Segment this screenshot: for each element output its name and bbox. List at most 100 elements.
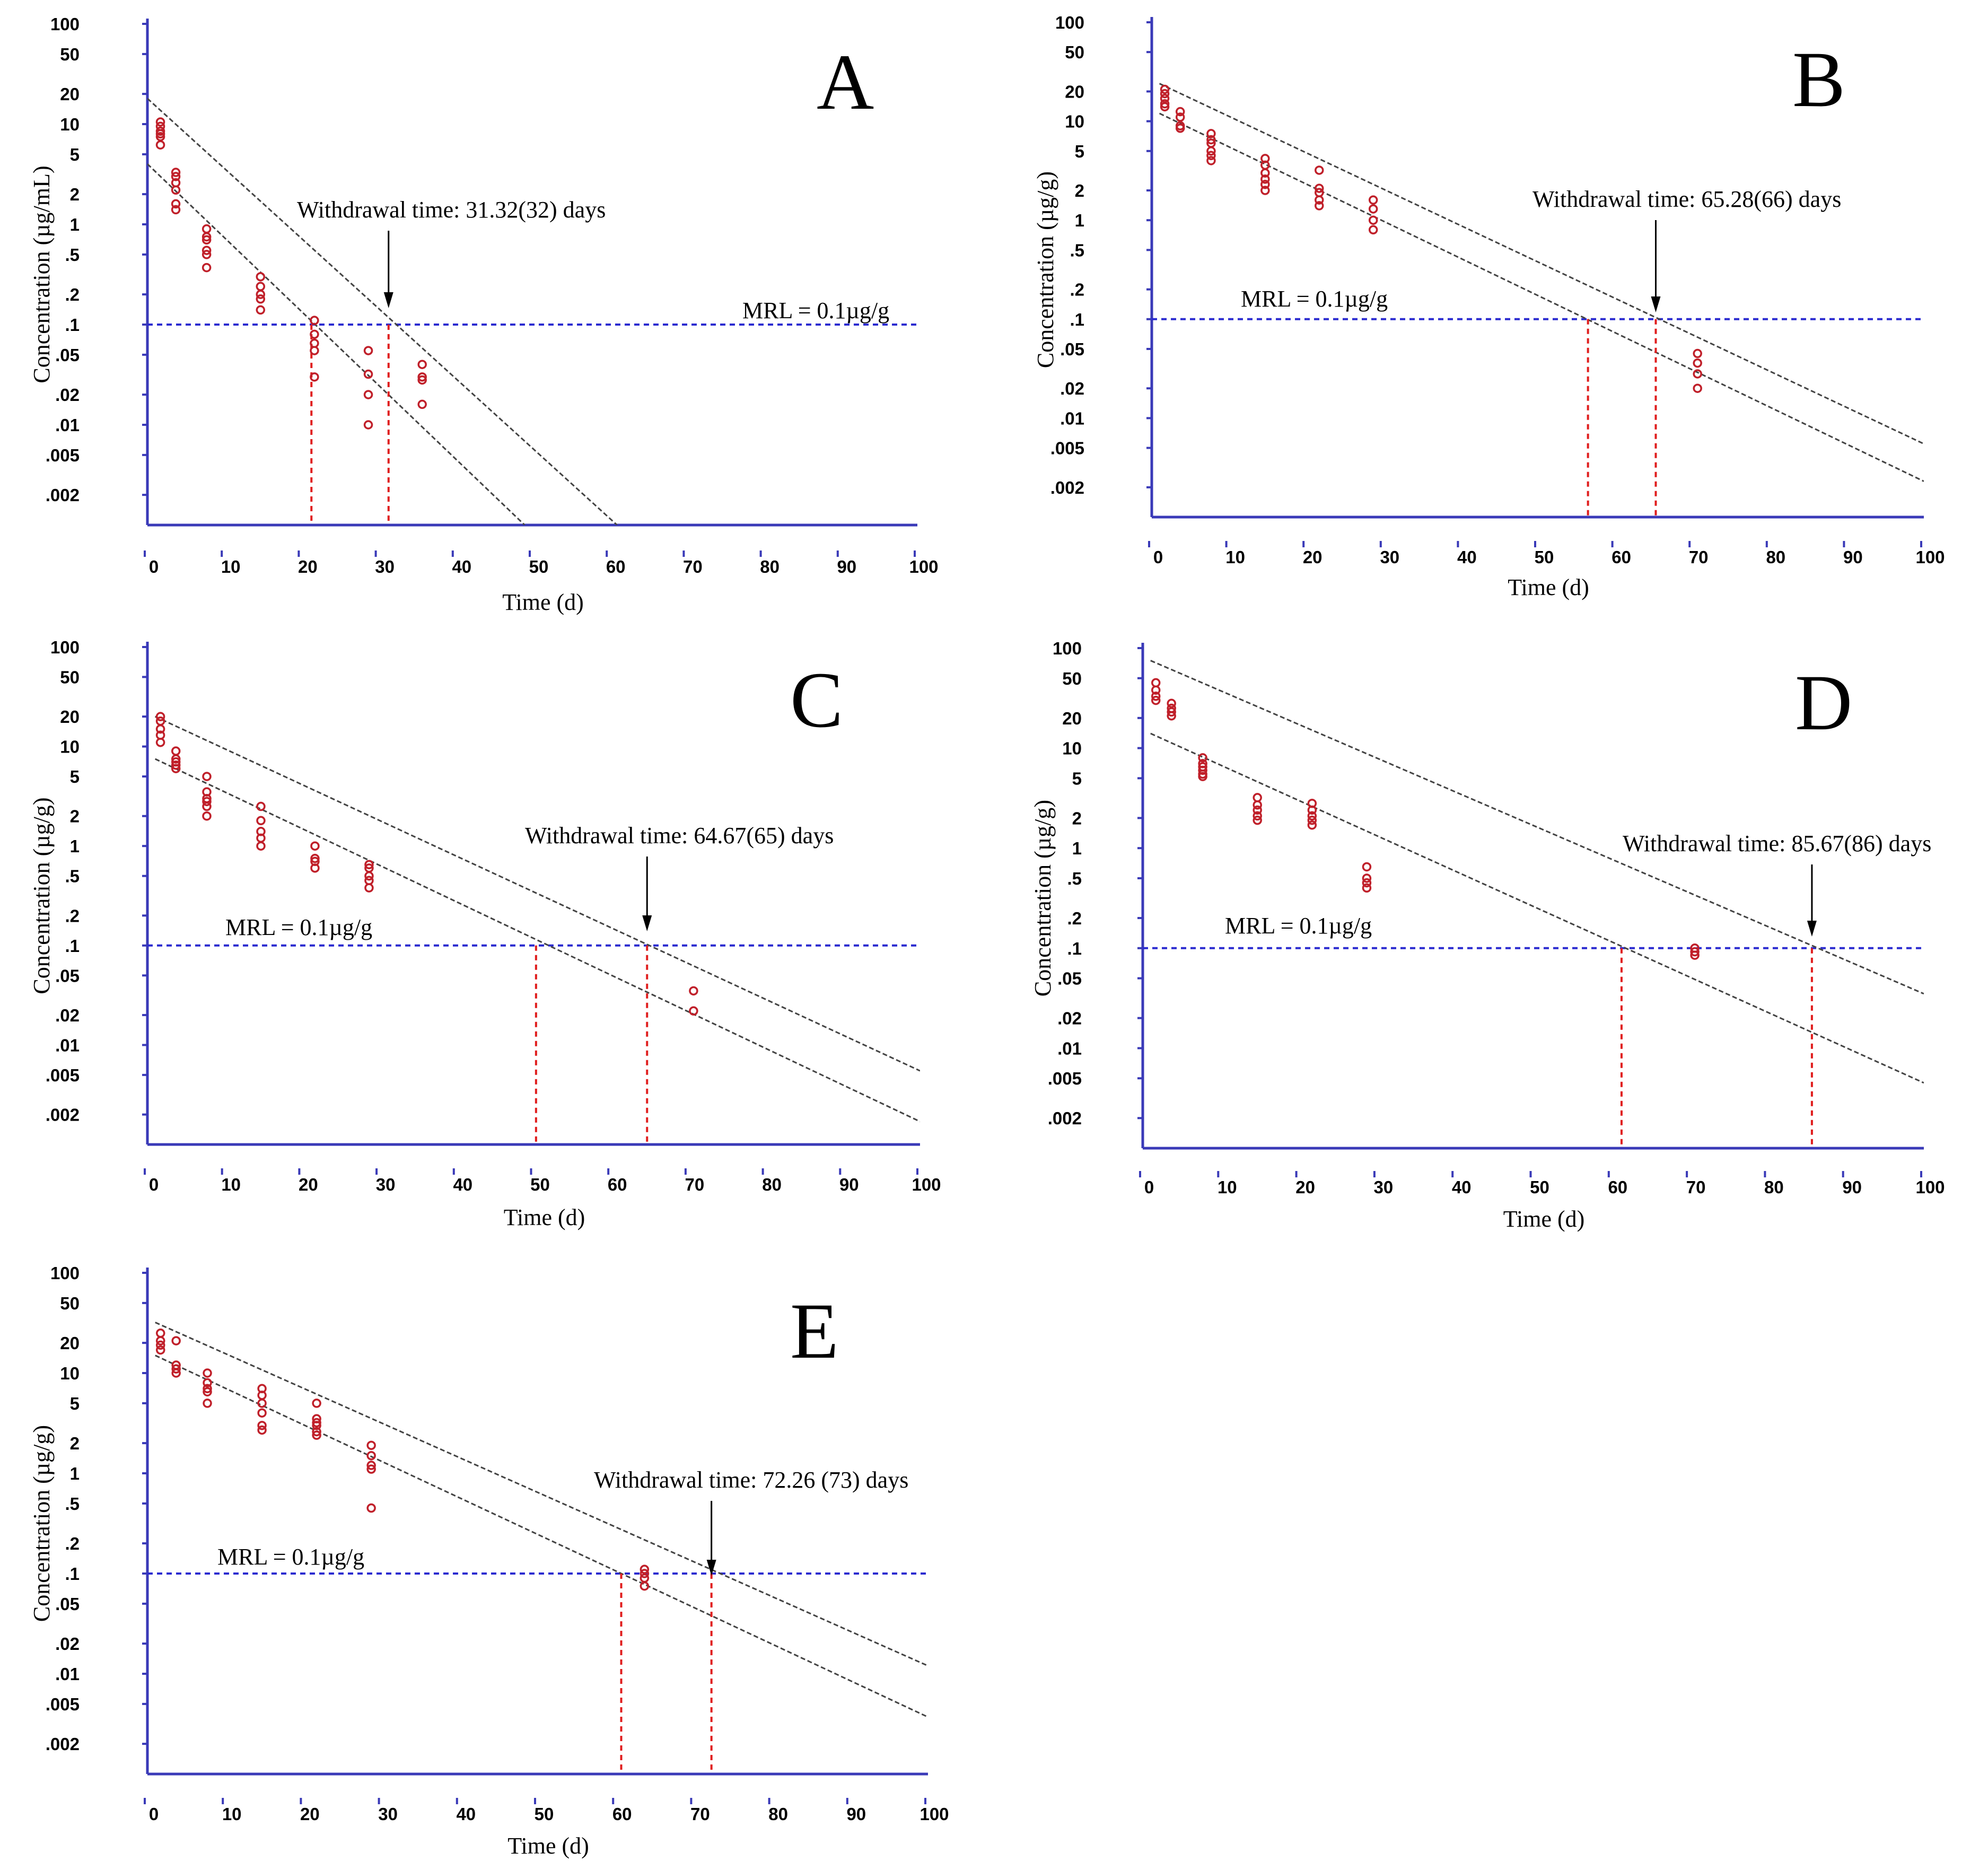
x-tick-label: 90 — [1842, 1177, 1862, 1197]
data-point — [155, 140, 165, 150]
y-tick-label: .01 — [1060, 408, 1084, 428]
x-tick-label: 30 — [375, 557, 395, 576]
data-point — [363, 346, 373, 355]
panel-letter: B — [1792, 36, 1845, 124]
data-point — [1368, 215, 1378, 225]
y-tick-label: 100 — [1053, 639, 1082, 658]
data-point — [171, 205, 181, 215]
data-point — [312, 1399, 321, 1408]
data-point — [1690, 947, 1700, 957]
withdrawal-label: Withdrawal time: 65.28(66) days — [1532, 186, 1841, 212]
x-tick-label: 100 — [909, 557, 938, 576]
regression-line — [1159, 112, 1924, 482]
y-tick-label: .02 — [55, 385, 80, 405]
y-tick-label: 1 — [70, 215, 80, 234]
x-tick-label: 30 — [378, 1804, 398, 1824]
data-point — [1151, 685, 1161, 695]
data-points — [1160, 84, 1702, 393]
data-point — [1167, 711, 1176, 721]
y-tick-label: 5 — [70, 767, 80, 787]
data-point — [689, 1006, 698, 1016]
data-point — [1151, 695, 1161, 705]
data-point — [171, 1336, 181, 1345]
data-point — [202, 797, 212, 807]
x-tick-label: 70 — [685, 1175, 705, 1194]
x-tick-label: 20 — [1303, 547, 1323, 567]
data-point — [310, 841, 320, 851]
data-point — [1315, 195, 1324, 205]
data-point — [202, 246, 212, 255]
x-tick-label: 20 — [299, 1175, 318, 1194]
x-tick-label: 90 — [1843, 547, 1863, 567]
x-tick-label: 90 — [839, 1175, 859, 1194]
panel-letter: A — [817, 38, 874, 126]
y-tick-label: 100 — [1055, 13, 1084, 32]
tolerance-line — [154, 715, 920, 1072]
y-tick-label: 50 — [60, 45, 80, 64]
y-tick-label: 10 — [60, 115, 80, 134]
data-point — [171, 754, 181, 764]
data-point — [171, 1364, 181, 1374]
y-tick-label: .002 — [46, 1105, 80, 1125]
x-tick-label: 100 — [1915, 1177, 1945, 1197]
data-point — [1198, 753, 1207, 763]
y-tick-label: 50 — [60, 667, 80, 687]
withdrawal-label: Withdrawal time: 31.32(32) days — [297, 197, 606, 223]
x-tick-label: 90 — [846, 1804, 866, 1824]
x-tick-label: 0 — [1144, 1177, 1154, 1197]
y-tick-label: .2 — [1070, 280, 1084, 300]
x-tick-label: 100 — [912, 1175, 941, 1194]
y-tick-label: .01 — [55, 1664, 80, 1684]
data-point — [1253, 805, 1262, 815]
y-tick-label: .5 — [1067, 869, 1082, 888]
data-points — [155, 117, 427, 430]
regression-line — [1150, 732, 1924, 1084]
data-point — [363, 390, 373, 399]
data-point — [171, 760, 181, 770]
x-tick-label: 30 — [376, 1175, 396, 1194]
data-point — [1198, 772, 1207, 781]
x-tick-label: 10 — [221, 1175, 241, 1194]
fit-lines — [1159, 83, 1924, 482]
data-point — [1206, 135, 1216, 145]
y-tick-label: .1 — [65, 936, 80, 956]
x-tick-label: 30 — [1374, 1177, 1394, 1197]
y-tick-label: 2 — [70, 1434, 80, 1453]
data-point — [203, 1399, 212, 1408]
mrl-label: MRL = 0.1µg/g — [1225, 913, 1372, 939]
mrl-label: MRL = 0.1µg/g — [1241, 286, 1388, 312]
y-tick-label: .2 — [1067, 908, 1082, 928]
data-point — [257, 1421, 267, 1430]
data-point — [155, 129, 165, 139]
data-point — [1160, 84, 1170, 94]
data-point — [256, 282, 266, 291]
x-axis-title: Time (d) — [507, 1833, 589, 1859]
x-tick-label: 60 — [608, 1175, 627, 1194]
data-point — [1368, 204, 1378, 214]
data-point — [1160, 99, 1170, 109]
data-point — [1198, 765, 1207, 775]
data-point — [256, 294, 266, 304]
x-tick-label: 10 — [221, 557, 241, 576]
y-tick-label: 2 — [1075, 181, 1084, 200]
data-point — [640, 1581, 650, 1591]
mrl-label: MRL = 0.1µg/g — [225, 914, 372, 940]
data-point — [312, 1430, 321, 1440]
y-tick-label: 2 — [70, 807, 80, 826]
data-point — [1167, 698, 1176, 709]
x-tick-label: 50 — [1535, 547, 1554, 567]
data-point — [1368, 195, 1378, 205]
mrl-label: MRL = 0.1µg/g — [742, 298, 889, 324]
panel-letter: C — [790, 656, 843, 744]
data-point — [366, 1450, 376, 1461]
x-tick-label: 40 — [452, 557, 471, 576]
panel-d: 0 10 20 30 40 50 60 70 80 90 100 100 50 20 10 5 2 1 .5 .2 .1… — [1030, 639, 1945, 1232]
y-tick-label: .5 — [65, 245, 80, 265]
data-point — [202, 250, 212, 259]
data-point — [1362, 862, 1372, 872]
data-point — [202, 235, 212, 245]
data-points — [155, 712, 698, 1016]
y-tick-label: .002 — [46, 485, 80, 505]
data-point — [256, 816, 266, 826]
data-point — [1175, 107, 1185, 117]
